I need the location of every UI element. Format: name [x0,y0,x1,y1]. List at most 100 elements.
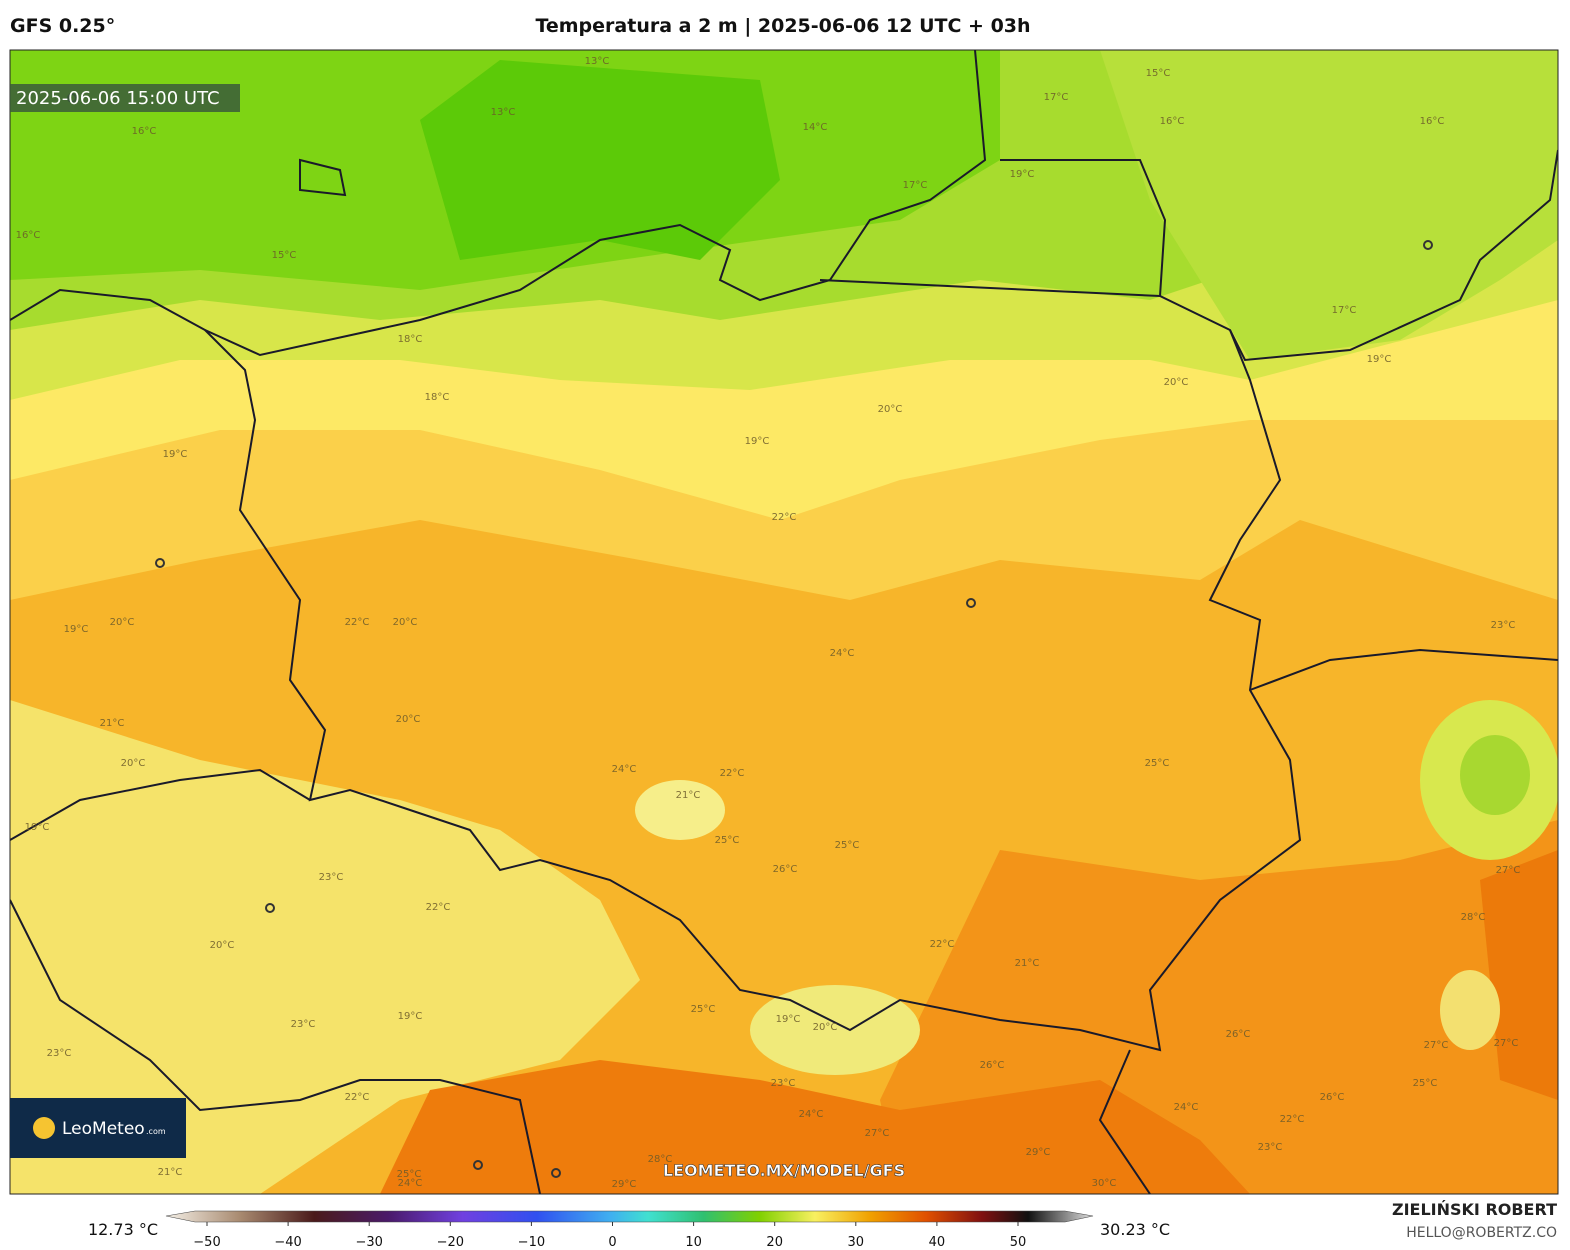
contour-label: 24°C [799,1109,824,1120]
contour-label: 15°C [272,250,297,261]
map-shape [1100,50,1558,360]
colorbar-tick-label: 40 [929,1235,946,1250]
contour-label: 17°C [1044,92,1069,103]
map-shape [204,329,1302,1052]
contour-label: 26°C [773,864,798,875]
max-value: 30.23 °C [1100,1220,1170,1239]
contour-label: 23°C [1258,1142,1283,1153]
contour-label: 16°C [16,230,41,241]
map-shape [819,149,1558,362]
colorbar-tick-label: 20 [766,1235,783,1250]
contour-label: 24°C [1174,1102,1199,1113]
map-shape [155,558,165,568]
contour-label: 25°C [1145,758,1170,769]
contour-label: 23°C [771,1078,796,1089]
contour-label: 26°C [1226,1029,1251,1040]
contour-label: 23°C [47,1048,72,1059]
map-shape [265,903,275,913]
map-shape [10,768,311,841]
colorbar-tick-label: 0 [608,1235,616,1250]
map-shape [1000,159,1167,297]
contour-label: 22°C [772,512,797,523]
contour-label: 24°C [398,1178,423,1189]
map-shape [33,1117,55,1139]
colorbar-ticks: −50 −40 −30 −20 −10 0 10 20 30 40 50 [193,1222,1026,1250]
contour-label: 18°C [425,392,450,403]
map-shape [10,50,1558,1194]
contour-label: 20°C [878,404,903,415]
contour-label: 22°C [1280,1114,1305,1125]
contour-label: 16°C [132,126,157,137]
contour-label: 25°C [1413,1078,1438,1089]
map-shape [10,84,240,112]
contour-label: 25°C [715,835,740,846]
map-shape [1423,240,1433,250]
author: ZIELIŃSKI ROBERT [1392,1200,1557,1219]
contour-label: 20°C [393,617,418,628]
contour-label: 20°C [210,940,235,951]
contour-label: 25°C [397,1169,422,1180]
contour-label: 23°C [319,872,344,883]
min-value: 12.73 °C [88,1220,158,1239]
contour-label: 19°C [745,436,770,447]
map-shape [1460,735,1530,815]
contour-label: 21°C [1015,958,1040,969]
contour-label: 27°C [1424,1040,1449,1051]
contour-label: 19°C [25,822,50,833]
contour-label: 19°C [1010,169,1035,180]
map-shape [380,1060,1250,1194]
contour-label: 29°C [1026,1147,1051,1158]
colorbar-tick-label: −20 [437,1235,464,1250]
contour-label: 25°C [691,1004,716,1015]
map-shape [750,985,920,1075]
contour-label: 27°C [1494,1038,1519,1049]
colorbar-tick-label: 50 [1010,1235,1027,1250]
contour-label: 19°C [398,1011,423,1022]
map-shape [165,1210,1094,1223]
map-shape [10,700,640,1194]
map-shape [420,60,780,260]
contour-label: 28°C [648,1154,673,1165]
contour-labels: 13°C 15°C 17°C 16°C 16°C 14°C 13°C 16°C 15°C 16°C… [16,56,1521,1190]
contour-label: 26°C [1320,1092,1345,1103]
contour-label: 13°C [491,107,516,118]
map-shape [1480,850,1558,1100]
contour-label: 14°C [803,122,828,133]
model-label: GFS 0.25° [10,15,115,37]
map-shape [10,50,987,357]
contour-label: 21°C [158,1167,183,1178]
contour-label: 18°C [398,334,423,345]
map: 13°C 15°C 17°C 16°C 16°C 14°C 13°C 16°C 15°C 16°C… [10,50,1558,1194]
contour-label: 16°C [1420,116,1445,127]
map-shape [473,1160,483,1170]
map-shape [635,780,725,840]
colorbar-tick-label: 30 [848,1235,865,1250]
colorbar-tick-label: −30 [355,1235,382,1250]
contour-label: 27°C [865,1128,890,1139]
contour-label: 29°C [612,1179,637,1190]
map-title: Temperatura a 2 m | 2025-06-06 12 UTC + … [535,15,1030,37]
colorbar-tick-label: −50 [193,1235,220,1250]
contour-label: 21°C [676,790,701,801]
contour-label: 24°C [612,764,637,775]
contour-label: 20°C [396,714,421,725]
email: HELLO@ROBERTZ.CO [1406,1225,1557,1241]
map-shape [299,158,347,197]
colorbar-tick-label: −10 [518,1235,545,1250]
contour-label: 17°C [1332,305,1357,316]
map-shape [551,1168,561,1178]
contour-label: 20°C [110,617,135,628]
contour-label: 19°C [776,1014,801,1025]
contour-label: 13°C [585,56,610,67]
contour-label: 22°C [720,768,745,779]
logo: LeoMeteo [62,1119,145,1139]
map-shape [1249,648,1558,691]
source-url: LEOMETEO.MX/MODEL/GFS [663,1161,905,1180]
contour-label: 22°C [930,939,955,950]
contour-label: 24°C [830,648,855,659]
colorbar-tick-label: −40 [274,1235,301,1250]
contour-label: 27°C [1496,865,1521,876]
